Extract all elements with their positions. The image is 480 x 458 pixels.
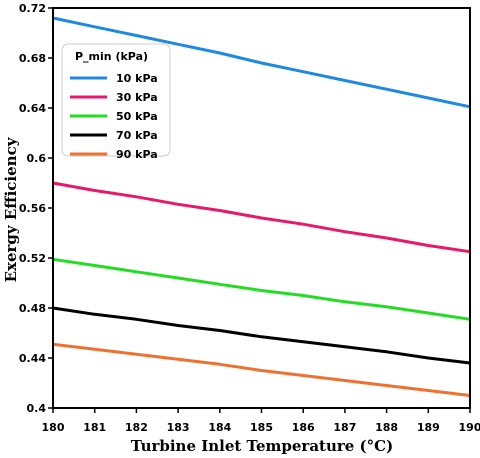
- y-tick-label: 0.48: [19, 302, 46, 315]
- x-tick-label: 187: [333, 421, 356, 434]
- legend-label: 30 kPa: [116, 91, 158, 104]
- y-axis-title: Exergy Efficiency: [2, 136, 20, 282]
- series-line-90-kpa: [52, 342, 471, 397]
- series-line-50-kpa: [52, 257, 471, 321]
- legend-label: 50 kPa: [116, 110, 158, 123]
- y-tick-label: 0.72: [19, 2, 46, 15]
- legend-box: [61, 43, 171, 157]
- x-tick-label: 183: [167, 421, 190, 434]
- legend-label: 10 kPa: [116, 72, 158, 85]
- y-tick-label: 0.6: [27, 152, 47, 165]
- y-tick-label: 0.64: [19, 102, 46, 115]
- series-line-30-kpa: [52, 181, 471, 254]
- x-axis-title: Turbine Inlet Temperature (°C): [131, 437, 393, 455]
- legend-label: 90 kPa: [116, 148, 158, 161]
- legend-label: 70 kPa: [116, 129, 158, 142]
- x-tick-label: 186: [292, 421, 315, 434]
- y-tick-label: 0.4: [27, 402, 47, 415]
- series-line-10-kpa: [52, 16, 471, 109]
- x-tick-label: 182: [125, 421, 148, 434]
- x-tick-label: 188: [375, 421, 398, 434]
- x-tick-label: 189: [417, 421, 440, 434]
- legend-title: P_min (kPa): [75, 50, 148, 63]
- x-tick-label: 180: [42, 421, 65, 434]
- x-tick-label: 185: [250, 421, 273, 434]
- y-tick-label: 0.68: [19, 52, 46, 65]
- x-tick-label: 190: [459, 421, 480, 434]
- y-tick-label: 0.56: [19, 202, 46, 215]
- x-tick-label: 181: [83, 421, 106, 434]
- series-line-70-kpa: [52, 306, 471, 365]
- y-tick-label: 0.52: [19, 252, 46, 265]
- x-tick-label: 184: [208, 421, 231, 434]
- y-tick-label: 0.44: [19, 352, 46, 365]
